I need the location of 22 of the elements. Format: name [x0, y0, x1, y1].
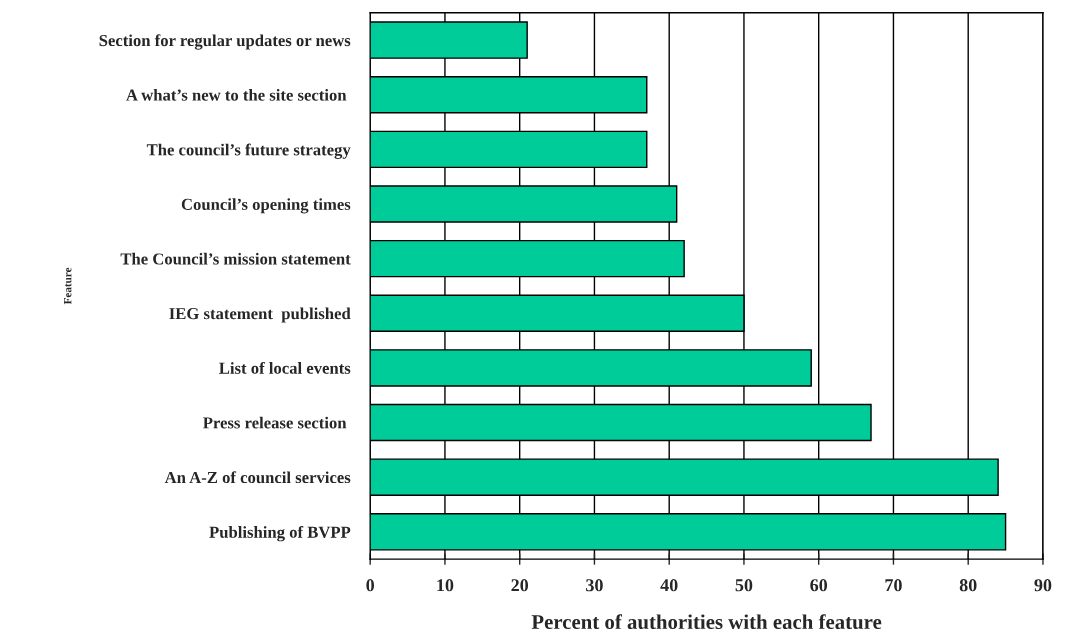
x-axis-title: Percent of authorities with each feature [531, 614, 882, 630]
x-tick-label: 20 [511, 579, 529, 592]
x-tick-label: 50 [735, 579, 753, 592]
y-tick-label: Publishing of BVPP [209, 525, 351, 542]
x-tick-label: 10 [437, 579, 454, 592]
y-tick-label: A what’s new to the site section [126, 88, 347, 101]
x-tick-label: 0 [366, 579, 375, 592]
x-tick-label: 70 [885, 579, 902, 592]
y-tick-label: Press release section [203, 416, 347, 429]
y-tick-label: Council’s opening times [181, 198, 351, 214]
y-tick-label: IEG statement published [169, 307, 351, 323]
y-tick-label: The council’s future strategy [146, 143, 351, 159]
x-tick-label: 90 [1034, 579, 1052, 592]
y-tick-label: The Council’s mission statement [120, 252, 351, 265]
y-tick-label: Section for regular updates or news [99, 34, 351, 50]
y-tick-label: List of local events [219, 361, 351, 374]
x-tick-label: 80 [959, 579, 977, 592]
y-tick-label: An A-Z of council services [164, 471, 351, 484]
x-tick-label: 30 [586, 579, 603, 592]
x-tick-label: 40 [660, 579, 678, 592]
y-axis-title: Feature [64, 267, 72, 305]
x-tick-label: 60 [810, 579, 828, 592]
